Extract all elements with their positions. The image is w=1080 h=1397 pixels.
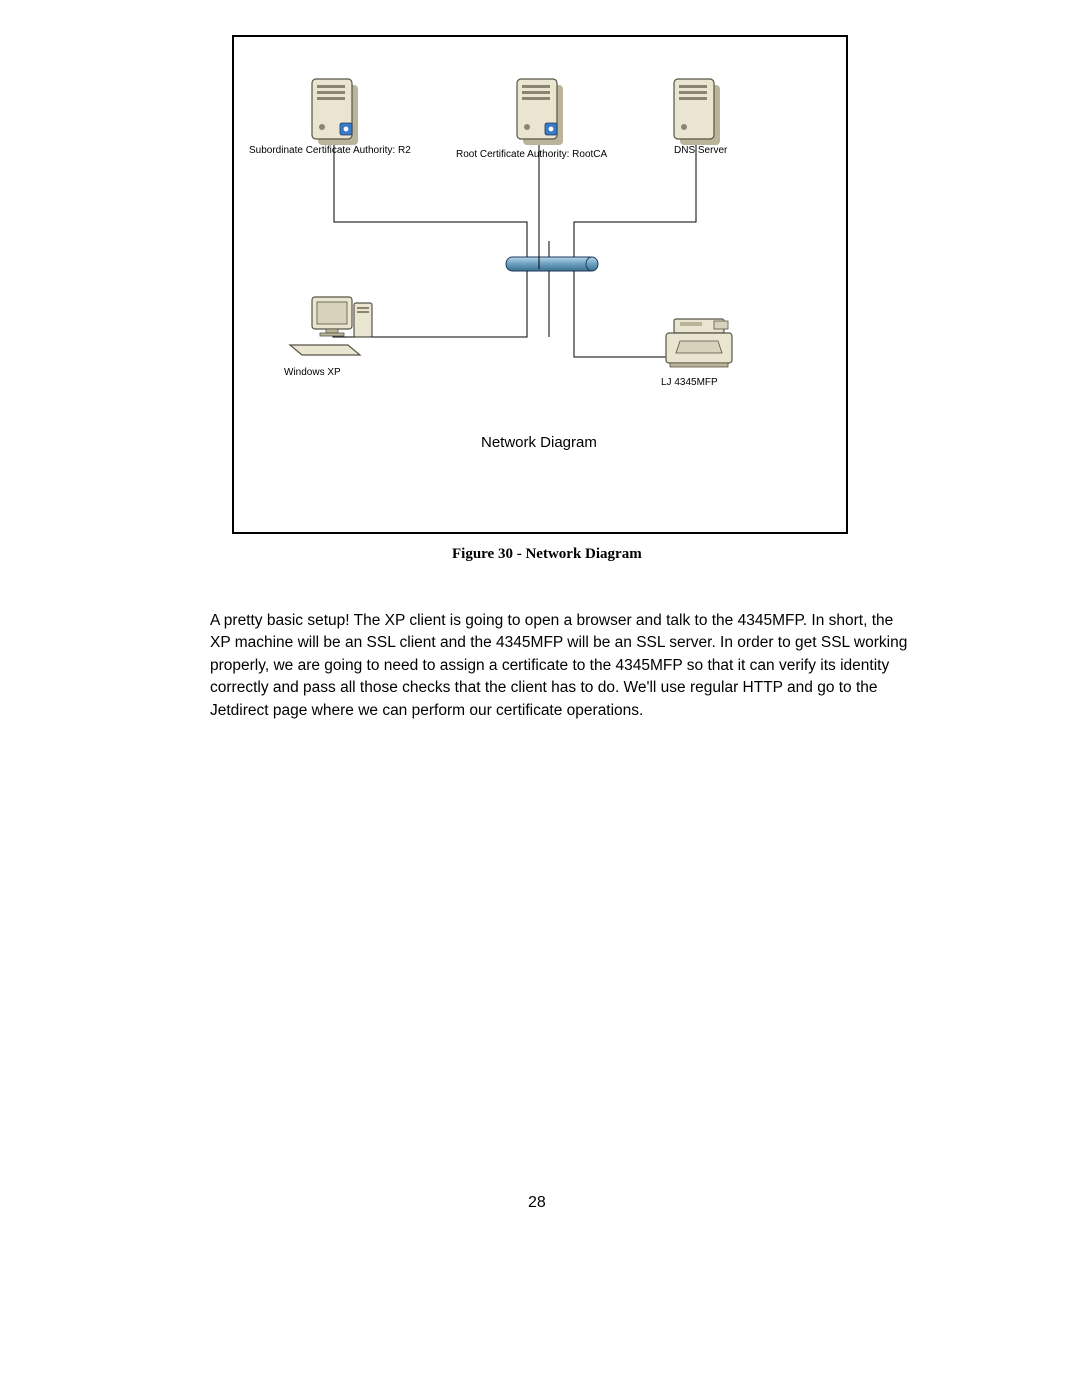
network-diagram-box: Subordinate Certificate Authority: R2 Ro… bbox=[232, 35, 848, 534]
label-lj4345mfp: LJ 4345MFP bbox=[661, 377, 718, 388]
network-diagram-svg bbox=[234, 37, 846, 532]
label-dns: DNS Server bbox=[674, 145, 727, 156]
page-number: 28 bbox=[528, 1194, 546, 1212]
windows-xp-pc-icon bbox=[290, 297, 372, 355]
body-paragraph: A pretty basic setup! The XP client is g… bbox=[210, 610, 910, 722]
page: Subordinate Certificate Authority: R2 Ro… bbox=[0, 0, 1080, 1397]
edges-bottom bbox=[333, 287, 702, 357]
diagram-title-inside: Network Diagram bbox=[481, 434, 597, 451]
label-sub-ca: Subordinate Certificate Authority: R2 bbox=[249, 145, 411, 156]
server-root-ca-icon bbox=[517, 79, 563, 145]
label-windows-xp: Windows XP bbox=[284, 367, 341, 378]
label-root-ca: Root Certificate Authority: RootCA bbox=[456, 149, 607, 160]
server-sub-ca-icon bbox=[312, 79, 358, 145]
figure-caption: Figure 30 - Network Diagram bbox=[452, 546, 642, 563]
network-bus bbox=[506, 241, 598, 287]
server-dns-icon bbox=[674, 79, 720, 145]
lj4345mfp-printer-icon bbox=[666, 319, 732, 367]
